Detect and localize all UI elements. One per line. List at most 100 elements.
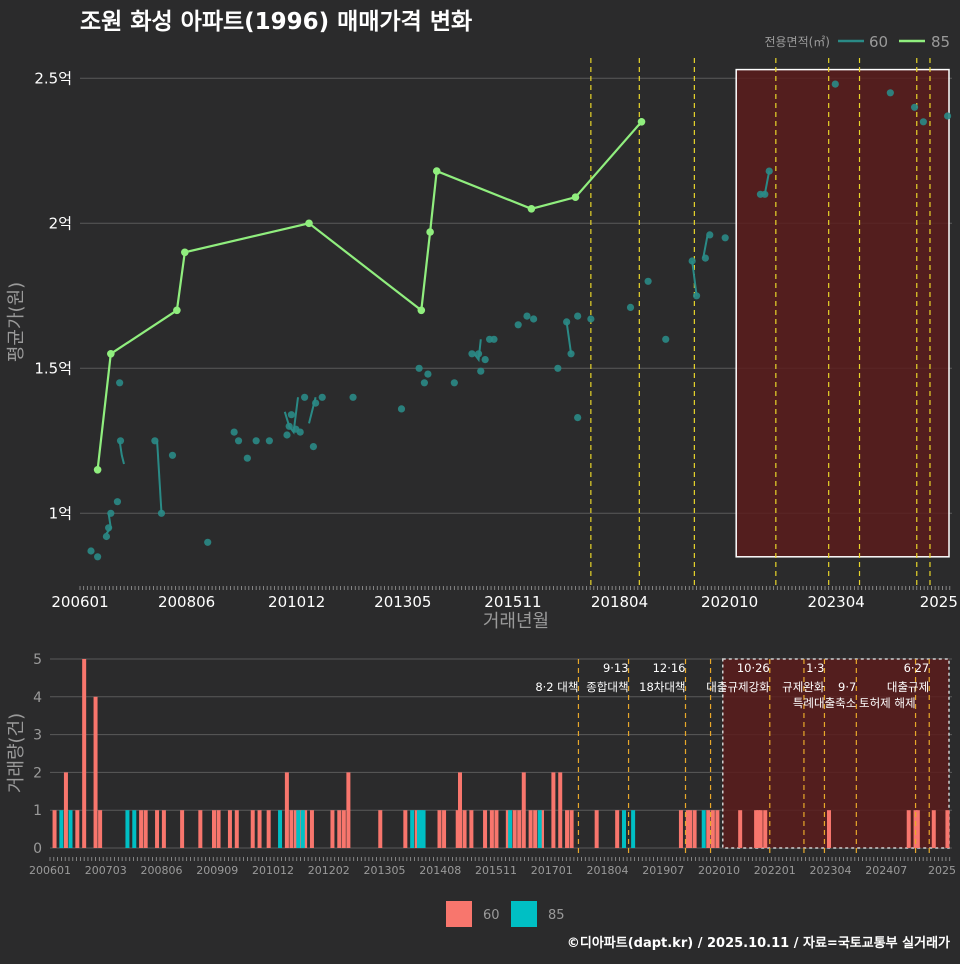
bar-60-63 [756,810,761,848]
series-85-point-1 [107,350,115,358]
bar-85-12 [537,810,542,848]
bar-60-59 [710,810,715,848]
series-60-point-43 [567,350,575,358]
policy-annotation-12: 6·27 [904,661,930,675]
legend-top: 전용면적(㎡) 60 85 [764,33,950,51]
series-60-point-57 [765,167,773,175]
bottom-x-tick-3: 200909 [196,864,238,877]
bar-60-38 [483,810,488,848]
legend-bottom-swatch-60 [446,901,472,927]
series-60-point-54 [721,234,729,242]
bar-60-68 [913,810,918,848]
bar-60-3 [82,659,87,848]
series-60-point-24 [312,399,320,407]
series-60-point-39 [523,312,531,320]
series-60-point-14 [243,454,251,462]
bar-60-39 [489,810,494,848]
top-x-tick-0: 200601 [51,593,108,611]
bottom-x-tick-12: 202010 [698,864,740,877]
bar-60-64 [758,810,763,848]
policy-annotation-2: 종합대책 [586,680,628,694]
bar-60-5 [98,810,103,848]
series-60-point-38 [514,321,522,329]
series-85-point-10 [637,118,646,126]
series-85-point-0 [93,466,102,474]
policy-annotation-0: 8·2 대책 [535,680,578,694]
series-85-point-6 [426,228,434,236]
bottom-x-tick-16: 2025 [928,864,956,877]
bar-60-48 [551,772,556,848]
bar-60-61 [738,810,743,848]
bar-60-16 [250,810,255,848]
legend-bottom-label-60: 60 [483,908,500,923]
bar-60-1 [63,772,68,848]
bar-60-66 [827,810,831,848]
top-x-tick-3: 201305 [374,593,431,611]
bottom-y-axis-title: 거래량(건) [6,713,27,793]
series-60-segment-1 [118,440,125,465]
series-60-segment-3 [283,397,299,435]
bar-60-33 [442,810,447,848]
series-85-points [93,118,646,474]
bottom-x-tick-15: 202407 [865,864,907,877]
series-60-point-59 [886,89,894,97]
bottom-policy-lines [577,659,930,856]
series-60-point-0 [87,547,95,555]
series-60-point-2 [102,532,111,541]
policy-annotation-8: 규제완화 [782,680,825,694]
chart-title: 조원 화성 아파트(1996) 매매가격 변화 [80,9,472,35]
legend-title: 전용면적(㎡) [764,35,830,49]
bar-60-34 [455,810,460,848]
bottom-x-tick-7: 201408 [419,864,461,877]
bar-60-35 [458,772,462,848]
bar-85-14 [631,810,636,848]
bottom-x-tick-5: 201202 [308,864,350,877]
series-60-point-56 [761,190,769,198]
top-y-tick-0: 1억 [49,504,72,522]
bar-60-32 [437,810,442,848]
series-85-point-4 [305,219,313,228]
series-60-point-45 [574,312,582,320]
bottom-x-tick-1: 200703 [85,864,127,877]
series-60-point-27 [397,405,406,413]
policy-annotation-4: 18차대책 [639,680,685,694]
series-60-point-61 [919,118,927,126]
series-60-segment-2 [156,440,163,514]
policy-annotation-1: 9·13 [603,661,629,675]
series-60-point-44 [574,414,582,422]
bar-85-5 [296,810,301,848]
series-60-point-31 [450,379,458,387]
policy-annotation-11: 토허제 해제 [859,696,916,710]
series-60-point-19 [287,411,295,419]
top-x-tick-1: 200806 [158,593,215,611]
bar-60-6 [139,810,144,848]
bottom-x-tick-10: 201804 [587,864,629,877]
bar-60-13 [216,810,221,848]
series-60-point-16 [265,437,273,445]
top-x-tick-5: 201804 [591,593,648,611]
bottom-x-tick-13: 202201 [754,864,796,877]
bottom-y-tick-5: 5 [33,652,42,668]
series-85-point-5 [417,306,426,315]
bottom-x-tick-2: 200806 [141,864,183,877]
series-85-point-2 [173,306,181,315]
series-60-point-25 [318,393,326,401]
series-60-point-34 [477,367,485,375]
series-60-point-48 [644,277,652,285]
policy-annotation-6: 대출규제강화 [706,680,770,694]
series-60-point-62 [943,112,952,120]
series-60-points [87,80,952,561]
bar-60-29 [378,810,383,848]
bottom-x-tick-9: 201701 [531,864,573,877]
policy-annotation-3: 12·16 [653,661,686,675]
bottom-y-tick-3: 3 [33,728,42,744]
policy-annotation-13: 대출규제 [887,680,929,694]
series-60-point-28 [415,364,423,372]
bar-85-0 [59,810,64,848]
series-60-point-8 [151,437,159,445]
bar-60-36 [462,810,467,848]
bar-60-17 [257,810,262,848]
series-60-segment-6 [565,321,573,354]
legend-label-60: 60 [869,33,888,51]
